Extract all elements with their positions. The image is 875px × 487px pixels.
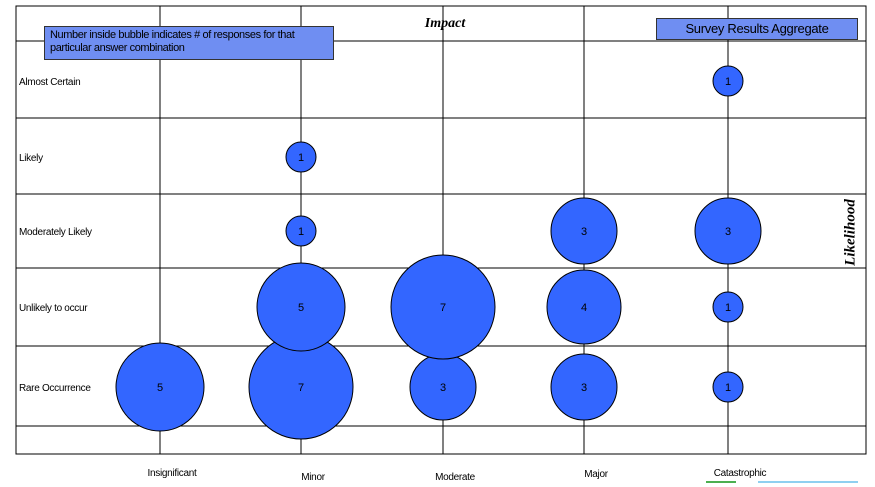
bubble-count-label: 3 <box>725 226 731 238</box>
bubble-count-label: 1 <box>298 226 304 238</box>
survey-results-badge: Survey Results Aggregate <box>656 18 858 40</box>
bubble <box>712 65 744 97</box>
y-tick-label: Rare Occurrence <box>19 383 91 394</box>
bubble <box>712 371 744 403</box>
y-tick-label: Unlikely to occur <box>19 303 88 314</box>
bubble <box>712 291 744 323</box>
x-tick-label: Moderate <box>435 472 476 483</box>
x-tick-label: Insignificant <box>148 468 197 479</box>
x-tick-label: Catastrophic <box>714 468 767 479</box>
plot-area-border <box>15 5 867 455</box>
x-tick-label: Minor <box>301 472 325 483</box>
bubble <box>115 342 205 432</box>
bubble <box>256 262 346 352</box>
y-tick-label: Likely <box>19 153 43 164</box>
x-tick-label: Major <box>584 469 608 480</box>
bubble-count-label: 3 <box>440 382 446 394</box>
bubble <box>550 353 618 421</box>
bubble-count-label: 1 <box>298 152 304 164</box>
bubble-count-label: 7 <box>440 302 446 314</box>
bubble-count-label: 1 <box>725 76 731 88</box>
bubble-count-label: 5 <box>298 302 304 314</box>
bubble-note: Number inside bubble indicates # of resp… <box>44 26 334 60</box>
bubble <box>550 197 618 265</box>
x-axis-labels: Insignificant Minor Moderate Major Catastrop… <box>148 468 767 483</box>
bubble <box>694 197 762 265</box>
bubble <box>546 269 622 345</box>
y-tick-label: Moderately Likely <box>19 227 92 238</box>
bubble <box>285 215 317 247</box>
bubble-count-label: 1 <box>725 302 731 314</box>
y-axis-labels: Rare Occurrence Unlikely to occur Moderate… <box>19 77 92 394</box>
y-tick-label: Almost Certain <box>19 77 80 88</box>
bubble-count-label: 4 <box>581 302 587 314</box>
bubble-count-label: 3 <box>581 226 587 238</box>
bubble <box>285 141 317 173</box>
decorative-line-blue <box>758 481 858 483</box>
bubble <box>390 254 496 360</box>
y-axis-title: Likelihood <box>842 199 859 266</box>
bubble-count-label: 5 <box>157 382 163 394</box>
bubble-count-label: 1 <box>725 382 731 394</box>
chart-title: Impact <box>424 16 466 31</box>
bubble-count-label: 7 <box>298 382 304 394</box>
bubbles: 5 7 5 1 1 3 7 3 4 3 1 1 3 1 <box>115 65 762 440</box>
decorative-line-green <box>706 481 736 483</box>
bubble-count-label: 3 <box>581 382 587 394</box>
